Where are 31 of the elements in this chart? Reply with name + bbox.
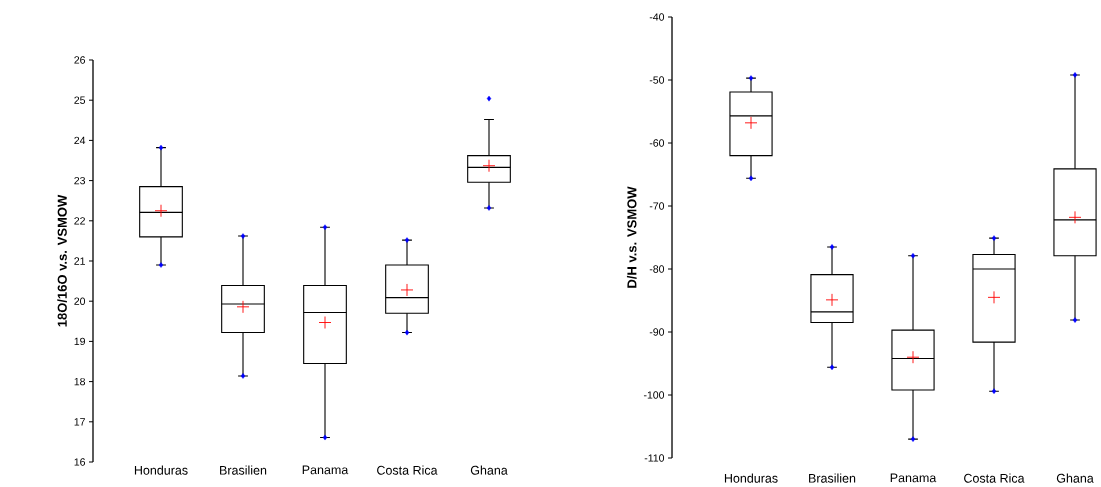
y-tick-label: 21 — [74, 257, 85, 265]
y-tick-label: -110 — [644, 454, 665, 462]
x-tick-label: Ghana — [1056, 473, 1094, 483]
y-tick-label: -50 — [649, 76, 665, 84]
y-tick-label: 16 — [74, 458, 86, 466]
x-tick-label: Costa Rica — [377, 465, 438, 475]
y-tick-label: -90 — [649, 328, 665, 336]
y-axis-title: 18O/16O v.s. VSMOW — [57, 194, 67, 327]
y-tick-label: -60 — [649, 139, 665, 147]
y-tick-label: 24 — [74, 136, 86, 145]
y-tick-label: 26 — [74, 56, 86, 64]
y-tick-label: -80 — [649, 265, 665, 273]
y-tick-label: -40 — [649, 13, 665, 21]
y-tick-label: 19 — [74, 337, 85, 346]
x-tick-label: Honduras — [724, 473, 778, 483]
y-tick-label: 22 — [74, 217, 85, 225]
x-tick-label: Ghana — [470, 465, 508, 475]
y-tick-label: -70 — [649, 202, 665, 210]
y-tick-label: -100 — [643, 391, 665, 399]
y-tick-label: 20 — [74, 297, 86, 305]
x-tick-label: Panama — [302, 465, 349, 475]
y-axis-title: D/H v.s. VSMOW — [626, 186, 637, 288]
x-tick-label: Brasilien — [809, 473, 856, 483]
x-tick-label: Honduras — [134, 465, 188, 475]
y-tick-label: 17 — [74, 418, 85, 426]
x-tick-label: Costa Rica — [964, 473, 1025, 483]
y-tick-label: 18 — [74, 377, 86, 386]
y-tick-label: 25 — [74, 96, 86, 104]
x-tick-label: Brasilien — [220, 465, 267, 475]
y-tick-label: 23 — [74, 176, 86, 185]
x-tick-label: Panama — [890, 473, 937, 483]
